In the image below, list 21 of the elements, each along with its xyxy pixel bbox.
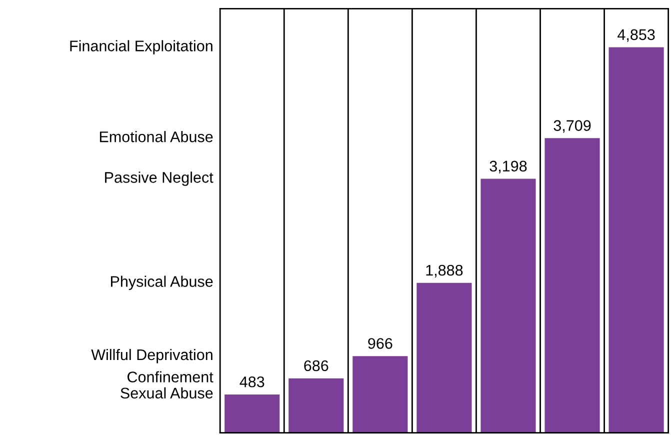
- data-label: 3,709: [554, 120, 591, 133]
- bar: [608, 47, 664, 433]
- bar: [544, 138, 600, 433]
- data-label: 3,198: [490, 160, 527, 174]
- bar: [480, 178, 536, 433]
- text: Emotional Abuse: [100, 131, 213, 142]
- bar: [416, 282, 472, 433]
- data-label: 4,853: [618, 29, 655, 42]
- data-label: 1,888: [426, 264, 463, 278]
- text: Passive Neglect: [105, 172, 214, 186]
- text: Willful Deprivation: [91, 348, 212, 364]
- data-label: 686: [304, 360, 328, 372]
- bar: [224, 394, 280, 433]
- text: Physical Abuse: [111, 276, 213, 290]
- text: Sexual Abuse: [120, 387, 213, 399]
- text: Confinement: [128, 371, 214, 382]
- bar: [288, 378, 344, 433]
- text: Financial Exploitation: [70, 40, 212, 54]
- bar: [352, 356, 408, 433]
- data-label: 483: [240, 376, 264, 388]
- data-label: 966: [368, 338, 392, 349]
